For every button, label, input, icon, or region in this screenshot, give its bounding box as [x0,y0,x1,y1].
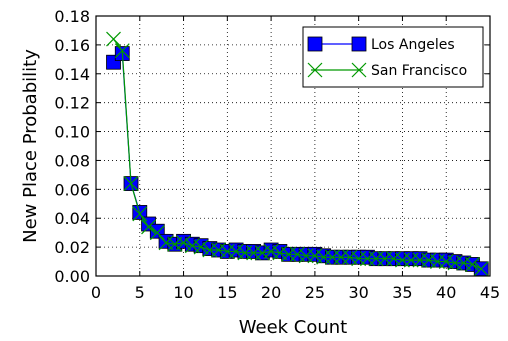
y-tick-label: 0.06 [54,180,90,199]
legend-box [302,26,484,88]
y-tick-label: 0.10 [54,123,90,142]
data-point-x [211,242,227,258]
x-tick-label: 40 [436,283,456,302]
data-point-x [386,251,402,267]
data-point-x [167,236,183,252]
x-tick-label: 45 [480,283,500,302]
y-tick-label: 0.12 [54,94,90,113]
data-point-x [421,252,437,268]
data-point-x [289,246,305,262]
data-point-x [176,235,191,251]
grid [96,16,490,276]
series-san-francisco [106,31,489,277]
plot-frame [95,15,491,277]
data-point-x [254,245,270,261]
y-tick-label: 0.08 [54,151,90,170]
y-tick-label: 0.04 [54,209,90,228]
y-tick-label: 0.18 [54,7,90,26]
legend-label: San Francisco [371,63,467,79]
data-point-x [438,254,454,269]
data-point-x [272,245,288,261]
data-point-x [193,239,209,255]
y-tick-label: 0.00 [54,267,90,286]
x-tick-label: 30 [348,283,368,302]
x-tick-label: 20 [261,283,281,302]
data-point-x [106,31,121,47]
data-point-x [141,219,156,235]
data-point-x [132,206,148,222]
y-axis-label: New Place Probability [20,49,41,243]
x-tick-label: 15 [217,283,237,302]
data-point-x [158,235,174,251]
y-tick-label: 0.14 [54,65,90,84]
data-point-x [456,255,472,271]
x-tick-label: 5 [135,283,145,302]
legend: Los Angeles San Francisco [302,26,484,88]
legend-label: Los Angeles [371,37,455,53]
axis-ticks: 0 5 10 15 20 25 30 35 40 45 0.00 0.02 0.04 0.06 0.08 0.… [54,7,500,302]
data-point-x [123,176,139,191]
x-tick-label: 25 [305,283,325,302]
x-axis-label: Week Count [239,317,348,338]
data-point-x [114,43,130,59]
x-tick-label: 0 [91,283,101,302]
x-tick-label: 35 [392,283,412,302]
data-point-x [465,257,480,272]
data-point-x [228,244,244,259]
y-tick-label: 0.02 [54,238,90,257]
legend-item: Los Angeles [307,36,455,53]
data-point-x [473,261,489,277]
data-point-x [307,248,323,264]
y-tick-label: 0.16 [54,36,90,55]
data-point-x [342,249,358,265]
data-point-x [184,238,200,254]
data-point-x [149,225,165,241]
data-point-x [263,244,279,259]
x-tick-label: 10 [173,283,193,302]
legend-item: San Francisco [307,62,467,79]
